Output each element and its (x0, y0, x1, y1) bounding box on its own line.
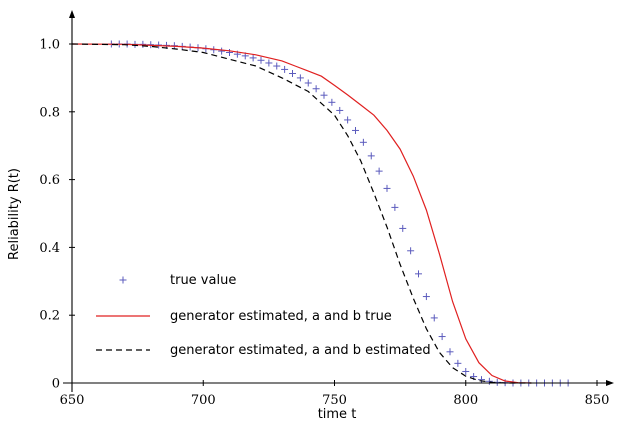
true-value-marker (446, 348, 454, 356)
y-tick-label: 0.4 (39, 241, 60, 256)
true-value-marker (273, 62, 281, 70)
true-value-marker (226, 48, 233, 56)
y-tick-label: 0.6 (39, 173, 60, 188)
x-tick-label: 800 (453, 393, 478, 408)
y-axis-arrow (69, 10, 75, 18)
true-value-marker (320, 91, 328, 99)
axes: 650 700 750 800 850 0 0.2 0.4 0.6 0.8 1.0 (39, 10, 614, 408)
true-value-marker (415, 270, 422, 278)
legend-label-generator-ab-estimated: generator estimated, a and b estimated (170, 343, 431, 358)
true-value-marker (289, 69, 296, 77)
legend-entry-true-value: true value (119, 273, 236, 288)
true-value-marker (139, 40, 147, 48)
true-value-marker (218, 47, 226, 55)
series-line-ab-true (71, 43, 532, 384)
true-value-marker (462, 367, 470, 375)
true-value-marker (312, 85, 320, 93)
true-value-marker (257, 56, 265, 64)
legend-label-generator-ab-true: generator estimated, a and b true (170, 309, 392, 324)
true-value-marker (438, 333, 446, 341)
true-value-marker (407, 247, 415, 255)
true-value-marker (430, 314, 438, 322)
x-tick-label: 700 (191, 393, 216, 408)
y-tick-label: 0 (52, 377, 60, 392)
y-tick-label: 0.2 (39, 309, 60, 324)
true-value-marker (359, 138, 367, 146)
true-value-marker (422, 293, 430, 301)
x-tick-label: 750 (322, 393, 347, 408)
y-tick-label: 1.0 (39, 38, 60, 53)
x-tick-label: 650 (60, 393, 85, 408)
y-tick-label: 0.8 (39, 105, 60, 120)
x-tick-label: 850 (585, 393, 610, 408)
legend: true value generator estimated, a and b … (96, 273, 431, 358)
true-value-marker (328, 98, 336, 106)
series-line-ab-estimated (71, 43, 532, 384)
true-value-marker (352, 126, 359, 134)
true-value-marker (304, 79, 312, 87)
legend-entry-generator-ab-true: generator estimated, a and b true (96, 309, 392, 324)
true-value-marker (454, 359, 462, 367)
true-value-marker (391, 203, 399, 211)
true-value-marker (375, 167, 383, 175)
true-value-marker (383, 184, 391, 192)
legend-entry-generator-ab-estimated: generator estimated, a and b estimated (96, 343, 431, 358)
true-value-marker (478, 376, 485, 384)
true-value-marker (367, 152, 375, 160)
true-value-marker (336, 106, 344, 114)
true-value-marker (485, 377, 493, 385)
legend-marker-true-value (119, 276, 127, 284)
y-axis-label: Reliability R(t) (7, 168, 22, 260)
true-value-marker (399, 224, 407, 232)
true-value-marker (249, 54, 257, 62)
legend-label-true-value: true value (170, 273, 236, 288)
true-value-marker (344, 116, 352, 124)
plot-area (71, 40, 572, 387)
x-axis-arrow (606, 380, 614, 386)
true-value-marker (281, 65, 289, 73)
x-axis-label: time t (318, 407, 357, 422)
true-value-marker (265, 59, 273, 67)
true-value-marker (296, 74, 304, 82)
